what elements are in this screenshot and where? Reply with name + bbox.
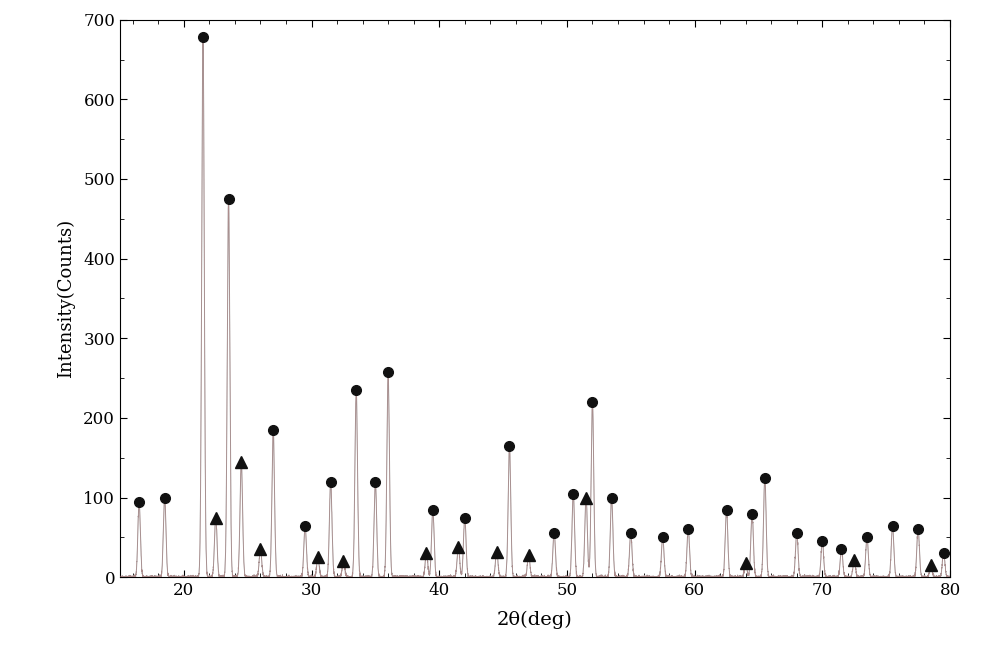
Y-axis label: Intensity(Counts): Intensity(Counts) xyxy=(57,219,75,378)
X-axis label: 2θ(deg): 2θ(deg) xyxy=(497,610,573,628)
